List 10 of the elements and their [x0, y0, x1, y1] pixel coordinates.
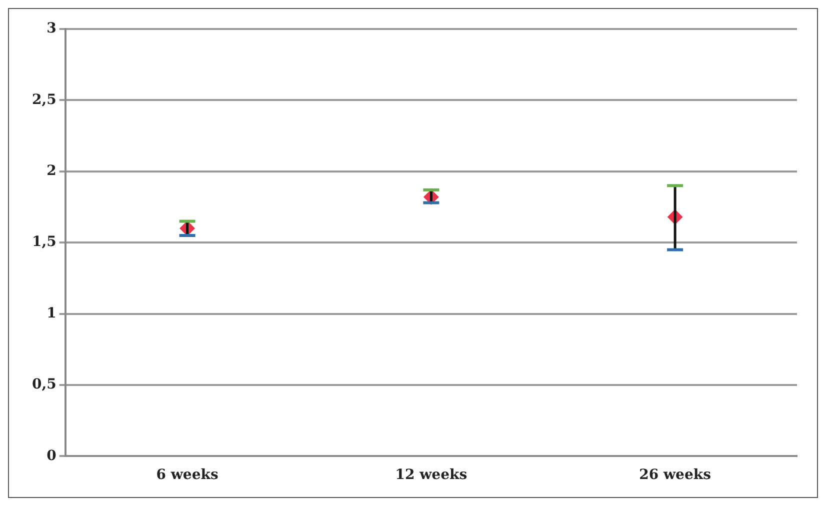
x-tick-label: 6 weeks	[156, 467, 218, 484]
y-tick-label: 2	[46, 163, 56, 180]
x-tick-label: 12 weeks	[395, 467, 468, 484]
y-tick-label: 3	[46, 20, 56, 37]
x-tick-label: 26 weeks	[639, 467, 712, 484]
y-tick-label: 0,5	[32, 376, 56, 393]
y-tick-label: 1,5	[32, 234, 56, 250]
y-tick-label: 2,5	[32, 92, 56, 108]
y-tick-label: 0	[46, 448, 57, 464]
y-tick-label: 1	[46, 305, 56, 322]
